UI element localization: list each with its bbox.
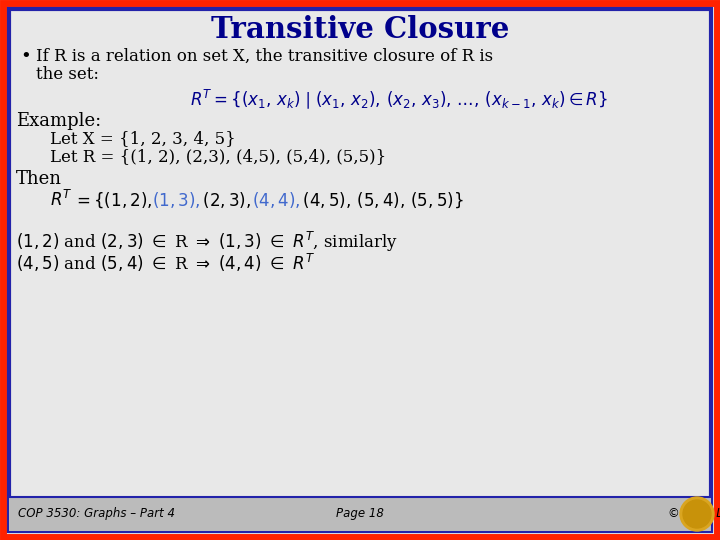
Text: Transitive Closure: Transitive Closure [211, 15, 509, 44]
Text: $(1,3),$: $(1,3),$ [152, 190, 200, 210]
Text: $(4,5)$ and $(5,4)$ $\in$ R $\Rightarrow$ $(4,4)$ $\in$ $R^T$: $(4,5)$ and $(5,4)$ $\in$ R $\Rightarrow… [16, 252, 315, 274]
Text: Page 18: Page 18 [336, 508, 384, 521]
Text: $R^T$: $R^T$ [50, 190, 73, 210]
Text: Then: Then [16, 170, 62, 188]
Text: $(1,2)$ and $(2,3)$ $\in$ R $\Rightarrow$ $(1,3)$ $\in$ $R^T$, similarly: $(1,2)$ and $(2,3)$ $\in$ R $\Rightarrow… [16, 230, 398, 254]
Text: •: • [20, 48, 31, 66]
Text: $ = \{(1,2),\, $: $ = \{(1,2),\, $ [73, 190, 152, 210]
Text: $\, (4,5),\, (5,4),\, (5,5)\}$: $\, (4,5),\, (5,4),\, (5,5)\}$ [300, 190, 464, 210]
Text: COP 3530: Graphs – Part 4: COP 3530: Graphs – Part 4 [18, 508, 175, 521]
Text: © Mark Llewellyn: © Mark Llewellyn [668, 508, 720, 521]
Text: Example:: Example: [16, 112, 102, 130]
Text: $\, (2,3),\, $: $\, (2,3),\, $ [200, 190, 251, 210]
Text: $R^T = \{(x_1,\, x_k)\mid (x_1,\, x_2),\, (x_2,\, x_3),\, \ldots,\, (x_{k-1},\, : $R^T = \{(x_1,\, x_k)\mid (x_1,\, x_2),\… [190, 87, 608, 111]
Text: Let R = {(1, 2), (2,3), (4,5), (5,4), (5,5)}: Let R = {(1, 2), (2,3), (4,5), (5,4), (5… [50, 148, 386, 165]
Text: the set:: the set: [36, 66, 99, 83]
Bar [9, 497, 711, 531]
Circle shape [680, 497, 714, 531]
Circle shape [683, 500, 711, 528]
Text: Let X = {1, 2, 3, 4, 5}: Let X = {1, 2, 3, 4, 5} [50, 130, 235, 147]
Text: If R is a relation on set X, the transitive closure of R is: If R is a relation on set X, the transit… [36, 48, 493, 65]
Text: $(4,4),$: $(4,4),$ [251, 190, 300, 210]
